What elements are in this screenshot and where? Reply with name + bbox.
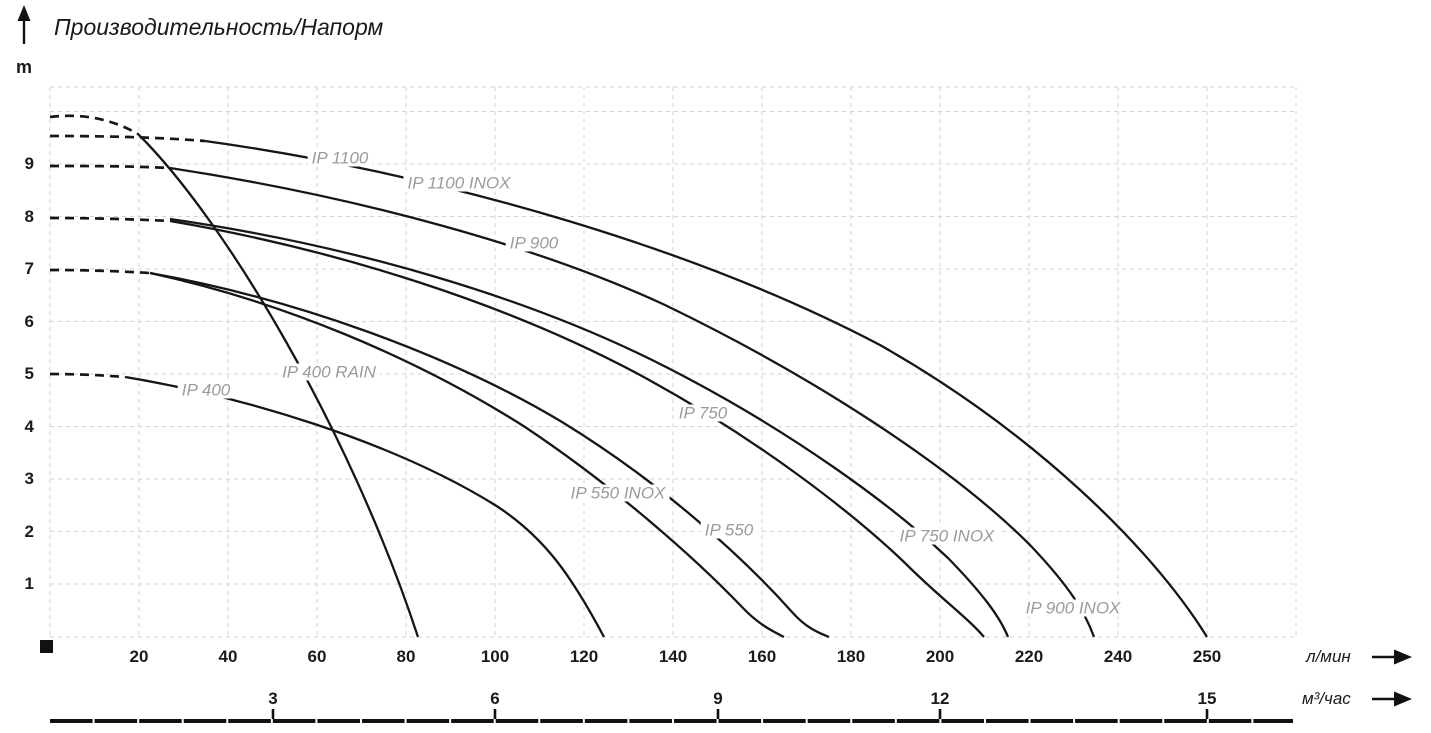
curve-label-ip750inox: IP 750 INOX <box>895 527 999 545</box>
scale-segment <box>852 719 895 723</box>
x-axis-tick-lmin: 250 <box>1192 647 1222 666</box>
scale-segment <box>1164 719 1207 723</box>
y-axis-tick: 6 <box>24 311 34 331</box>
scale-tick <box>716 709 720 719</box>
scale-segment <box>807 719 851 723</box>
scale-segment <box>495 719 539 723</box>
curve-label-ip900: IP 900 <box>505 234 563 252</box>
x-axis-tick-lmin: 100 <box>480 647 510 666</box>
x-axis-tick-lmin: 240 <box>1103 647 1133 666</box>
scale-segment <box>1030 719 1074 723</box>
x-axis-arrow-m3-icon <box>1372 691 1412 707</box>
curve-ip900-dashed <box>49 164 171 170</box>
x-axis-tick-m3: 12 <box>930 689 950 708</box>
scale-tick <box>493 709 497 719</box>
scale-segment <box>629 719 672 723</box>
x-axis-tick-lmin: 40 <box>218 647 238 666</box>
y-axis-tick: 2 <box>24 521 34 541</box>
x-axis-arrow-lmin-icon <box>1372 649 1412 665</box>
y-axis-tick: 5 <box>24 364 34 383</box>
curve-ip400 <box>124 375 606 638</box>
x-axis-tick-m3: 9 <box>713 689 723 708</box>
scale-tick <box>1205 709 1209 719</box>
curve-label-ip550inox: IP 550 INOX <box>566 484 670 502</box>
curve-ip550-inox <box>149 271 785 639</box>
x-axis-tick-m3: 3 <box>268 689 278 708</box>
curve-label-ip400rain: IP 400 RAIN <box>278 363 380 381</box>
scale-segment <box>1075 719 1118 723</box>
scale-segment <box>228 719 271 723</box>
scale-segment <box>451 719 494 723</box>
y-axis-arrow-icon <box>17 5 31 44</box>
x-axis-tick-lmin: 20 <box>129 647 149 666</box>
x-axis-unit-m3-hour: м³/час <box>1302 689 1351 708</box>
scale-segment <box>272 719 316 723</box>
curve-ip400-dashed <box>49 372 126 379</box>
scale-segment <box>1119 719 1163 723</box>
x-axis-tick-lmin: 200 <box>925 647 955 666</box>
scale-segment <box>317 719 360 723</box>
scale-segment <box>406 719 450 723</box>
curve-ip1100-dashed <box>49 134 206 143</box>
x-axis-unit-lmin: л/мин <box>1306 647 1351 666</box>
x-axis-tick-lmin: 120 <box>569 647 599 666</box>
curve-ip750-dashed <box>49 216 171 223</box>
scale-tick <box>938 709 942 719</box>
x-axis-tick-lmin: 180 <box>836 647 866 666</box>
y-axis-tick: 1 <box>24 574 34 593</box>
scale-segment <box>896 719 940 723</box>
scale-segment <box>540 719 583 723</box>
y-axis-unit-label: m <box>16 57 33 77</box>
scale-segment <box>1253 719 1293 723</box>
curve-ip400-rain-dashed <box>49 114 139 136</box>
scale-segment <box>718 719 762 723</box>
scale-segment <box>763 719 806 723</box>
y-axis-tick: 7 <box>24 259 34 278</box>
scale-segment <box>1208 719 1252 723</box>
x-axis-tick-lmin: 160 <box>747 647 777 666</box>
curve-label-ip400: IP 400 <box>177 381 235 399</box>
curve-ip900 <box>169 166 1096 638</box>
scale-segment <box>183 719 227 723</box>
curve-ip750-inox <box>169 217 1010 638</box>
scale-segment <box>584 719 628 723</box>
x-axis-tick-lmin: 60 <box>307 647 327 666</box>
x-axis-tick-lmin: 140 <box>658 647 688 666</box>
curve-ip550 <box>149 271 830 639</box>
scale-segment <box>50 719 93 723</box>
chart-title: Производительность/Напорм <box>54 14 384 40</box>
x-axis-tick-m3: 6 <box>490 689 500 708</box>
scale-segment <box>139 719 182 723</box>
bottom-scale-bar <box>50 709 1293 723</box>
scale-segment <box>941 719 984 723</box>
y-axis-tick: 9 <box>24 154 34 173</box>
y-axis-tick: 4 <box>24 416 34 436</box>
curve-ip750 <box>169 219 985 638</box>
curve-label-ip550: IP 550 <box>700 521 758 539</box>
scale-segment <box>985 719 1029 723</box>
curve-label-ip750: IP 750 <box>674 404 732 422</box>
gridlines <box>49 86 1297 638</box>
x-axis-tick-lmin: 80 <box>396 647 416 666</box>
origin-square-marker <box>40 640 53 653</box>
curve-ip400-rain <box>137 133 420 638</box>
scale-segment <box>94 719 138 723</box>
curve-label-ip1100: IP 1100 <box>307 149 373 167</box>
x-axis-tick-m3: 15 <box>1197 689 1217 708</box>
scale-tick <box>271 709 275 719</box>
curve-ip550-dashed <box>49 268 151 275</box>
y-axis-tick: 3 <box>24 469 34 488</box>
curve-label-ip900inox: IP 900 INOX <box>1021 599 1125 617</box>
scale-segment <box>673 719 717 723</box>
x-axis-tick-lmin: 220 <box>1014 647 1044 666</box>
y-axis-tick: 8 <box>24 206 34 226</box>
curve-label-ip1100inox: IP 1100 INOX <box>403 174 515 192</box>
scale-segment <box>361 719 405 723</box>
